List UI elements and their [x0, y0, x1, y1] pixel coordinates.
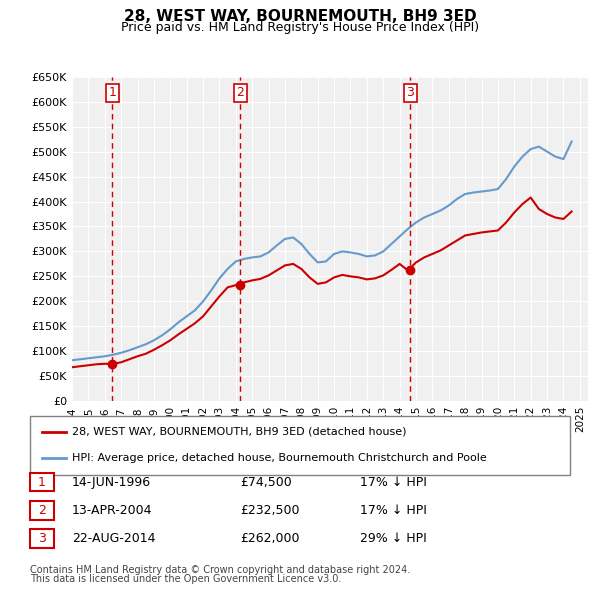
- Text: 28, WEST WAY, BOURNEMOUTH, BH9 3ED (detached house): 28, WEST WAY, BOURNEMOUTH, BH9 3ED (deta…: [72, 427, 407, 437]
- Text: 14-JUN-1996: 14-JUN-1996: [72, 476, 151, 489]
- Text: 1: 1: [38, 476, 46, 489]
- Text: 3: 3: [38, 532, 46, 545]
- Text: 1: 1: [108, 86, 116, 100]
- Text: 13-APR-2004: 13-APR-2004: [72, 504, 152, 517]
- Text: £262,000: £262,000: [240, 532, 299, 545]
- Text: Price paid vs. HM Land Registry's House Price Index (HPI): Price paid vs. HM Land Registry's House …: [121, 21, 479, 34]
- Text: 17% ↓ HPI: 17% ↓ HPI: [360, 476, 427, 489]
- Text: 22-AUG-2014: 22-AUG-2014: [72, 532, 155, 545]
- Text: 17% ↓ HPI: 17% ↓ HPI: [360, 504, 427, 517]
- Text: Contains HM Land Registry data © Crown copyright and database right 2024.: Contains HM Land Registry data © Crown c…: [30, 565, 410, 575]
- Text: HPI: Average price, detached house, Bournemouth Christchurch and Poole: HPI: Average price, detached house, Bour…: [72, 454, 487, 463]
- Text: This data is licensed under the Open Government Licence v3.0.: This data is licensed under the Open Gov…: [30, 574, 341, 584]
- Text: £232,500: £232,500: [240, 504, 299, 517]
- Text: £74,500: £74,500: [240, 476, 292, 489]
- Text: 29% ↓ HPI: 29% ↓ HPI: [360, 532, 427, 545]
- Text: 28, WEST WAY, BOURNEMOUTH, BH9 3ED: 28, WEST WAY, BOURNEMOUTH, BH9 3ED: [124, 9, 476, 24]
- Text: 2: 2: [236, 86, 244, 100]
- Text: 2: 2: [38, 504, 46, 517]
- Text: 3: 3: [406, 86, 414, 100]
